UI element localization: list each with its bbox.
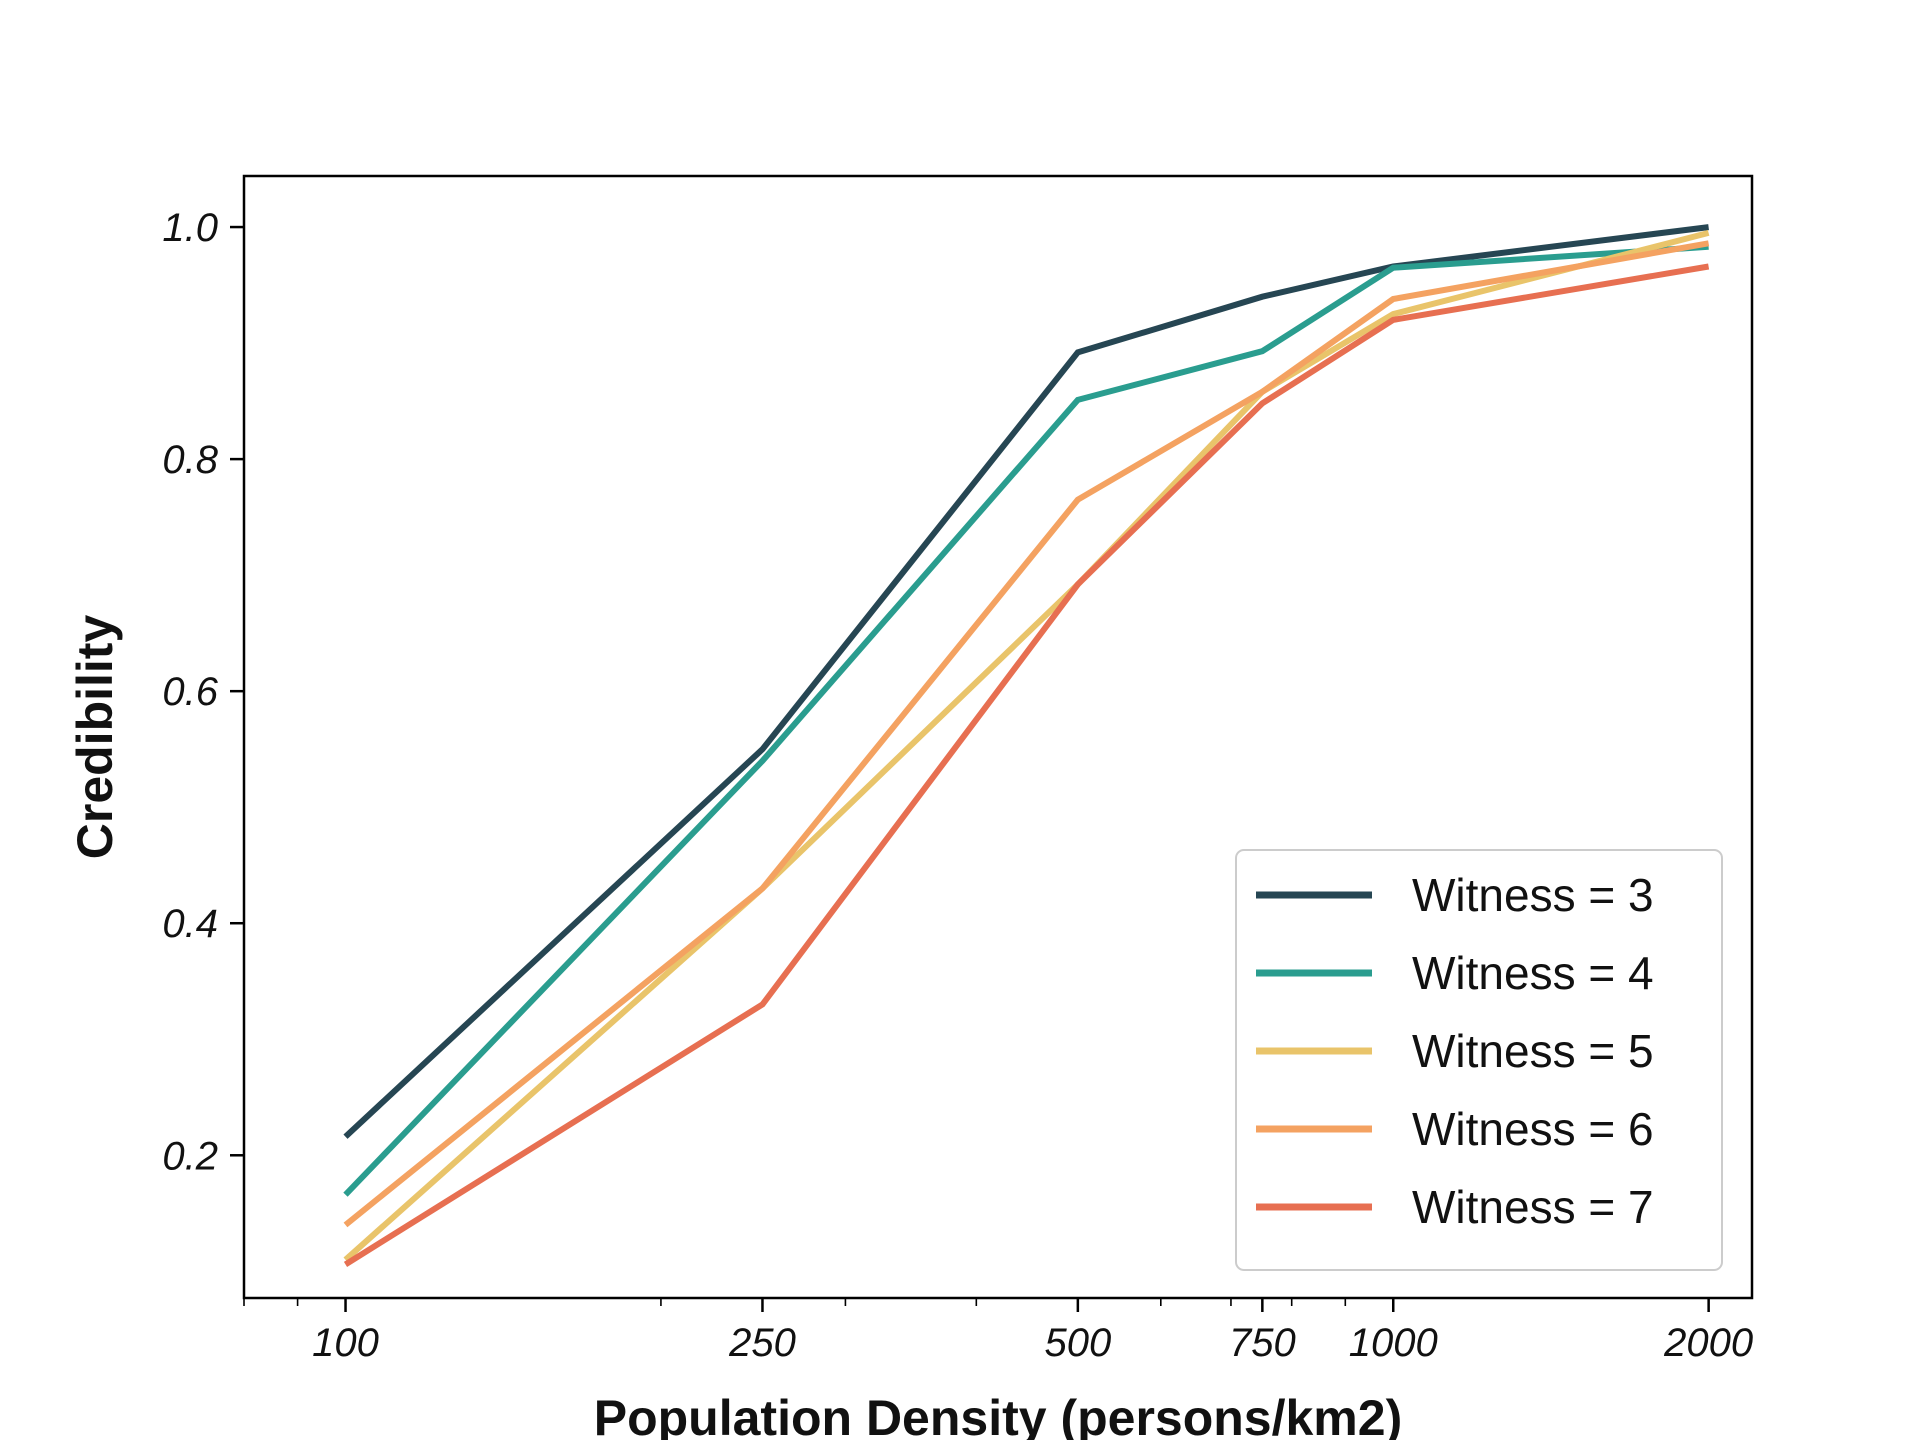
y-tick-label: 0.2 (162, 1134, 218, 1178)
series-line-2 (343, 243, 1709, 1197)
series-line-3 (343, 229, 1710, 1262)
y-axis-title: Credibility (67, 615, 123, 860)
legend-label: Witness = 5 (1412, 1025, 1654, 1077)
series-line-5 (343, 263, 1710, 1267)
legend-label: Witness = 3 (1412, 869, 1654, 921)
x-tick-label: 1000 (1349, 1321, 1438, 1365)
y-tick-label: 1.0 (162, 206, 218, 250)
x-tick-label: 2000 (1663, 1321, 1753, 1365)
legend-label: Witness = 7 (1412, 1181, 1654, 1233)
x-axis: 100 250 500 750 1000 2000 (243, 1298, 1753, 1365)
x-tick-label: 100 (312, 1321, 379, 1365)
series-line-1 (343, 224, 1709, 1139)
y-tick-label: 0.6 (162, 670, 218, 714)
y-tick-label: 0.8 (162, 438, 218, 482)
series-line-4 (343, 240, 1710, 1228)
legend-label: Witness = 6 (1412, 1103, 1654, 1155)
legend: Witness = 3 Witness = 4 Witness = 5 Witness… (1235, 849, 1723, 1271)
x-tick-label: 750 (1229, 1321, 1296, 1365)
x-tick-label: 500 (1044, 1321, 1111, 1365)
x-tick-label: 250 (728, 1321, 796, 1365)
x-axis-title: Population Density (persons/km2) (594, 1390, 1402, 1440)
y-tick-label: 0.4 (162, 902, 218, 946)
plot-frame (242, 174, 1754, 1300)
legend-box (1235, 849, 1723, 1271)
y-axis: 0.2 0.4 0.6 0.8 1.0 (162, 206, 244, 1178)
legend-label: Witness = 4 (1412, 947, 1654, 999)
series-lines (343, 224, 1710, 1267)
